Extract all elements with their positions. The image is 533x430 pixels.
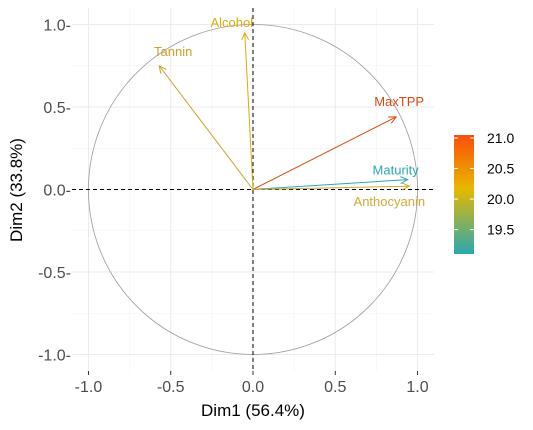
arrow-head-anthocyanin — [401, 182, 411, 191]
x-axis-title: Dim1 (56.4%) — [201, 401, 305, 420]
arrow-head-tannin — [158, 64, 167, 74]
arrow-maxtpp — [252, 116, 398, 190]
label-tannin: Tannin — [154, 44, 192, 59]
arrow-shaft-anthocyanin — [252, 185, 410, 190]
x-tick-label: 1.0 — [406, 379, 428, 396]
arrow-maturity — [252, 176, 409, 190]
variable-labels: Tannin Alcohol MaxTPP Maturity Anthocyanin — [154, 15, 425, 209]
arrow-head-maturity — [400, 176, 409, 184]
y-tick-label: 0.0- — [43, 183, 71, 200]
y-tick-label: -1.0- — [38, 348, 71, 365]
x-tick-label: 0.5 — [324, 379, 346, 396]
arrow-head-maxtpp — [388, 116, 398, 124]
label-maxtpp: MaxTPP — [374, 94, 424, 109]
arrow-shaft-tannin — [158, 65, 254, 190]
x-tick-label: 0.0 — [242, 379, 264, 396]
legend-tick-label: 20.5 — [487, 161, 514, 177]
arrow-shaft-alcohol — [244, 32, 254, 190]
y-axis-title: Dim2 (33.8%) — [7, 138, 26, 242]
arrow-tannin — [158, 64, 254, 190]
reference-lines — [72, 8, 434, 371]
label-anthocyanin: Anthocyanin — [354, 194, 426, 209]
legend-colorbar — [454, 135, 474, 254]
legend-tick-label: 20.0 — [487, 191, 514, 207]
label-maturity: Maturity — [373, 163, 420, 178]
y-tick-label: -0.5- — [38, 265, 71, 282]
label-alcohol: Alcohol — [210, 15, 253, 30]
arrow-shaft-maxtpp — [252, 116, 397, 190]
arrow-anthocyanin — [252, 182, 411, 191]
x-tick-label: -1.0 — [75, 379, 103, 396]
y-tick-label: 1.0- — [43, 18, 71, 35]
x-axis-ticks: -1.0 -0.5 0.0 0.5 1.0 — [75, 371, 429, 396]
arrow-shaft-maturity — [252, 179, 408, 190]
legend-tick-label: 19.5 — [487, 222, 514, 238]
arrow-alcohol — [241, 31, 254, 190]
arrow-head-alcohol — [241, 31, 250, 41]
y-tick-label: 0.5- — [43, 100, 71, 117]
y-axis-ticks: -1.0- -0.5- 0.0- 0.5- 1.0- — [38, 18, 71, 365]
x-tick-label: -0.5 — [157, 379, 185, 396]
legend-tick-label: 21.0 — [487, 130, 514, 146]
variable-arrows — [158, 31, 411, 191]
color-legend: 19.5 20.0 20.5 21.0 — [454, 130, 514, 254]
